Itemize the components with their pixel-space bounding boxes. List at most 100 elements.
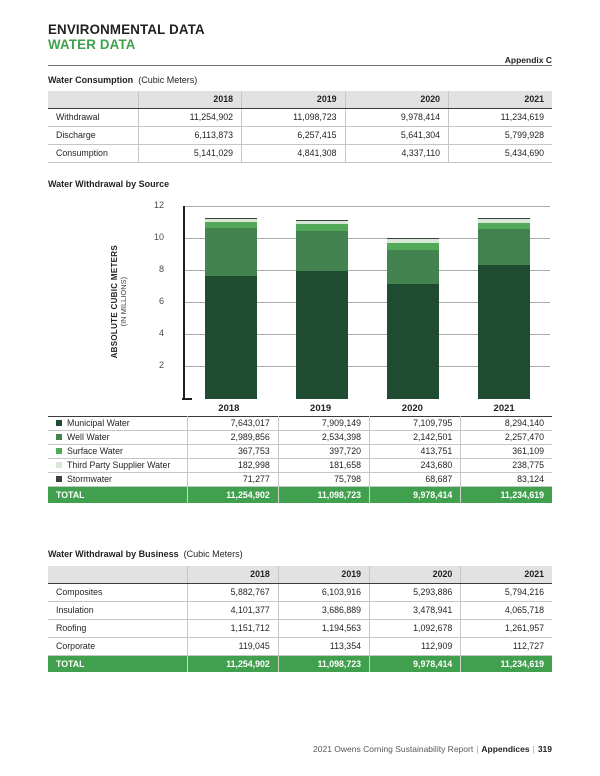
- table-row: Consumption 5,141,029 4,841,308 4,337,11…: [48, 144, 552, 163]
- legend-item: Municipal Water: [48, 416, 187, 431]
- cell: 112,727: [460, 637, 552, 656]
- cell: 397,720: [277, 444, 370, 459]
- consumption-unit-text: (Cubic Meters): [138, 75, 198, 85]
- footer-section: Appendices: [481, 744, 530, 754]
- business-unit-text: (Cubic Meters): [183, 549, 243, 559]
- cell: 7,909,149: [277, 416, 370, 431]
- table-row: Corporate 119,045 113,354 112,909 112,72…: [48, 637, 552, 656]
- bar-segment: [204, 227, 257, 276]
- bar-segment: [204, 218, 257, 222]
- total-cell: 9,978,414: [368, 655, 461, 672]
- cell: 181,658: [277, 458, 370, 473]
- cell: 361,109: [460, 444, 552, 459]
- chart-bars: [185, 206, 550, 399]
- year-header: 2021: [460, 566, 552, 584]
- y-tick-label: 2: [158, 360, 164, 371]
- page-subtitle: WATER DATA: [48, 36, 136, 52]
- bar-slot-2021: [459, 206, 550, 399]
- bar-slot-2019: [276, 206, 367, 399]
- cell: 243,680: [368, 458, 461, 473]
- gridline: [185, 269, 550, 271]
- bar-segment: [478, 217, 531, 220]
- stormwater-swatch-icon: [56, 476, 62, 482]
- year-header: 2019: [241, 91, 345, 109]
- chart-plot: [183, 205, 550, 399]
- cell: 6,257,415: [241, 126, 345, 145]
- business-header-blank: [48, 566, 187, 584]
- cell: 113,354: [277, 637, 370, 656]
- bar-segment: [387, 243, 440, 250]
- year-header: 2019: [277, 566, 370, 584]
- y-tick-label: 12: [153, 199, 164, 210]
- legend-label: Municipal Water: [67, 418, 130, 428]
- cell: 1,261,957: [460, 619, 552, 638]
- cell: 9,978,414: [344, 108, 449, 127]
- row-label: Composites: [48, 583, 187, 602]
- total-cell: 11,254,902: [186, 655, 279, 672]
- footer-separator: |: [476, 744, 479, 754]
- cell: 7,109,795: [368, 416, 461, 431]
- year-header: 2018: [186, 566, 279, 584]
- cell: 2,534,398: [277, 430, 370, 445]
- page-header: ENVIRONMENTAL DATA WATER DATA Appendix C: [48, 0, 552, 66]
- row-label: Corporate: [48, 637, 187, 656]
- cell: 1,194,563: [277, 619, 370, 638]
- bar-segment: [295, 271, 348, 399]
- total-row: TOTAL 11,254,902 11,098,723 9,978,414 11…: [48, 486, 552, 503]
- y-tick-label: 8: [158, 263, 164, 274]
- legend-item: Third Party Supplier Water: [48, 458, 187, 473]
- cell: 68,687: [368, 472, 461, 487]
- legend-label: Surface Water: [67, 446, 123, 456]
- total-label: TOTAL: [56, 489, 85, 500]
- table-row: Composites 5,882,767 6,103,916 5,293,886…: [48, 583, 552, 602]
- row-label: Insulation: [48, 601, 187, 620]
- chart-section-title: Water Withdrawal by Source: [48, 178, 170, 189]
- bar-segment: [387, 238, 440, 240]
- consumption-table: 2018 2019 2020 2021 Withdrawal 11,254,90…: [48, 91, 552, 163]
- table-row: Withdrawal 11,254,902 11,098,723 9,978,4…: [48, 108, 552, 127]
- legend-label: Stormwater: [67, 474, 112, 484]
- row-label: Consumption: [48, 144, 138, 163]
- cell: 5,641,304: [344, 126, 449, 145]
- bar-segment: [478, 228, 531, 266]
- x-axis-stub: [182, 397, 192, 400]
- cell: 5,293,886: [368, 583, 461, 602]
- table-row: Surface Water 367,753 397,720 413,751 36…: [48, 444, 552, 459]
- business-section-title: Water Withdrawal by Business (Cubic Mete…: [48, 549, 552, 560]
- business-title-text: Water Withdrawal by Business: [48, 549, 179, 559]
- total-row: TOTAL 11,254,902 11,098,723 9,978,414 11…: [48, 655, 552, 672]
- cell: 3,478,941: [368, 601, 461, 620]
- cell: 5,434,690: [448, 144, 552, 163]
- stacked-bar-2021: [478, 206, 531, 399]
- gridline: [185, 302, 550, 303]
- municipal-water-swatch-icon: [56, 420, 62, 426]
- cell: 2,257,470: [460, 430, 552, 445]
- source-legend-table: Municipal Water 7,643,017 7,909,149 7,10…: [48, 415, 552, 503]
- business-header-row: 2018 2019 2020 2021: [48, 566, 552, 584]
- bar-slot-2018: [185, 206, 276, 399]
- cell: 238,775: [460, 458, 552, 473]
- page-footer: 2021 Owens Corning Sustainability Report…: [313, 744, 552, 754]
- cell: 11,254,902: [137, 108, 242, 127]
- legend-item: Surface Water: [48, 444, 187, 459]
- cell: 6,113,873: [137, 126, 242, 145]
- y-tick-label: 6: [158, 296, 164, 306]
- gridline: [185, 237, 550, 239]
- bar-segment: [295, 221, 348, 225]
- consumption-header-blank: [48, 91, 138, 109]
- row-label: Discharge: [48, 126, 138, 145]
- cell: 3,686,889: [277, 601, 370, 620]
- y-tick-label: 10: [153, 231, 164, 242]
- legend-label: Third Party Supplier Water: [67, 460, 171, 470]
- bar-segment: [295, 230, 348, 272]
- table-row: Insulation 4,101,377 3,686,889 3,478,941…: [48, 601, 552, 620]
- cell: 11,234,619: [448, 108, 552, 127]
- stacked-bar-2019: [295, 206, 348, 399]
- chart-xaxis-labels: 2018 2019 2020 2021: [183, 403, 550, 416]
- bar-slot-2020: [368, 206, 459, 399]
- cell: 2,989,856: [186, 430, 279, 445]
- table-row: Stormwater 71,277 75,798 68,687 83,124: [48, 472, 552, 487]
- bar-segment: [295, 220, 348, 222]
- total-cell: 11,098,723: [277, 655, 370, 672]
- cell: 5,882,767: [186, 583, 279, 602]
